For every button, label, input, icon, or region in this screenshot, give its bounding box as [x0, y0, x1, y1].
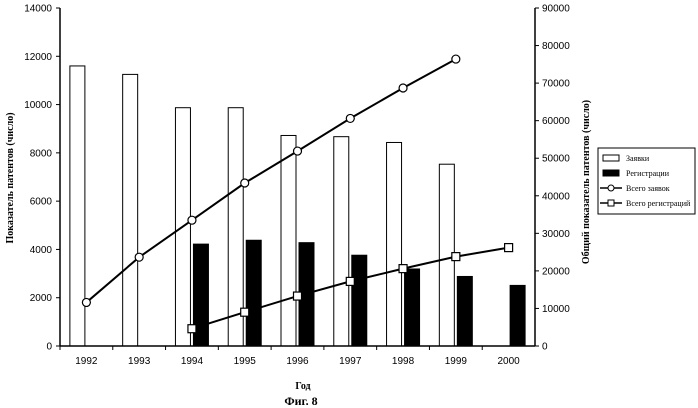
right-tick-label: 30000 [542, 229, 570, 240]
right-tick-label: 60000 [542, 116, 570, 127]
x-tick-label: 1992 [75, 356, 98, 367]
legend: Заявки Регистрации Всего заявок Всего регис… [597, 147, 696, 215]
right-tick-label: 80000 [542, 41, 570, 52]
point-total-registrations [504, 243, 514, 253]
legend-marker [607, 199, 615, 207]
right-tick-label: 40000 [542, 191, 570, 202]
x-tick-label: 2000 [497, 356, 520, 367]
legend-swatch [602, 169, 620, 177]
right-tick-label: 10000 [542, 304, 570, 315]
bar-applications [333, 136, 350, 347]
cumulative-lines [81, 54, 514, 334]
right-axis-ticks: 0 10000 20000 30000 40000 50000 60000 70000 8000… [535, 4, 570, 353]
bar-registrations [351, 254, 368, 347]
legend-swatch [602, 154, 620, 162]
left-tick-label: 6000 [30, 197, 53, 208]
x-tick-label: 1995 [234, 356, 257, 367]
legend-label: Всего регистраций [626, 199, 691, 208]
point-total-registrations [292, 291, 303, 301]
left-tick-label: 2000 [30, 293, 53, 304]
bar-applications [280, 134, 297, 347]
point-total-registrations [398, 264, 408, 274]
point-total-registrations [240, 307, 250, 317]
bars-applications [69, 65, 455, 347]
left-tick-label: 14000 [24, 4, 52, 15]
bar-registrations [509, 284, 526, 347]
legend-marker [607, 184, 615, 192]
point-total-applications [345, 113, 355, 124]
legend-label: Регистрации [626, 169, 670, 178]
x-tick-label: 1994 [181, 356, 204, 367]
point-total-applications [451, 54, 461, 64]
right-tick-label: 20000 [542, 266, 570, 277]
point-total-registrations [451, 252, 461, 262]
figure-caption: Фиг. 8 [284, 394, 317, 408]
point-total-registrations [187, 324, 197, 334]
bar-applications [386, 141, 403, 347]
point-total-registrations [345, 276, 355, 287]
bar-registrations [456, 275, 473, 347]
x-axis-title: Год [295, 381, 310, 392]
left-tick-label: 10000 [24, 100, 52, 111]
left-tick-label: 12000 [24, 52, 52, 63]
point-total-applications [292, 146, 303, 156]
x-tick-label: 1999 [445, 356, 468, 367]
y-left-axis-title: Показатель патентов (число) [5, 112, 16, 243]
line-total-applications [85, 58, 457, 304]
point-total-applications [134, 252, 144, 262]
left-tick-label: 0 [46, 342, 52, 353]
left-tick-label: 4000 [30, 245, 53, 256]
x-tick-label: 1996 [286, 356, 309, 367]
x-tick-label: 1998 [392, 356, 415, 367]
legend-label: Всего заявок [626, 184, 670, 193]
y-right-axis-title: Общий показатель патентов (число) [581, 100, 592, 264]
left-axis-ticks: 0 2000 4000 6000 8000 10000 12000 14000 [24, 4, 60, 353]
point-total-applications [398, 83, 408, 93]
axes [59, 8, 536, 347]
bar-applications [122, 73, 139, 347]
left-tick-label: 8000 [30, 148, 53, 159]
right-tick-label: 70000 [542, 79, 570, 90]
point-total-applications [187, 215, 197, 225]
right-tick-label: 50000 [542, 154, 570, 165]
right-tick-label: 90000 [542, 4, 570, 15]
bar-registrations [245, 239, 262, 347]
point-total-applications [240, 178, 250, 188]
x-tick-label: 1993 [128, 356, 151, 367]
point-total-applications [81, 297, 91, 308]
right-tick-label: 0 [542, 342, 548, 353]
x-axis-ticks: 1992 1993 1994 1995 1996 1997 1998 1999 2000 [59, 346, 520, 367]
bar-registrations [404, 268, 421, 347]
x-tick-label: 1997 [339, 356, 362, 367]
legend-label: Заявки [626, 154, 650, 163]
